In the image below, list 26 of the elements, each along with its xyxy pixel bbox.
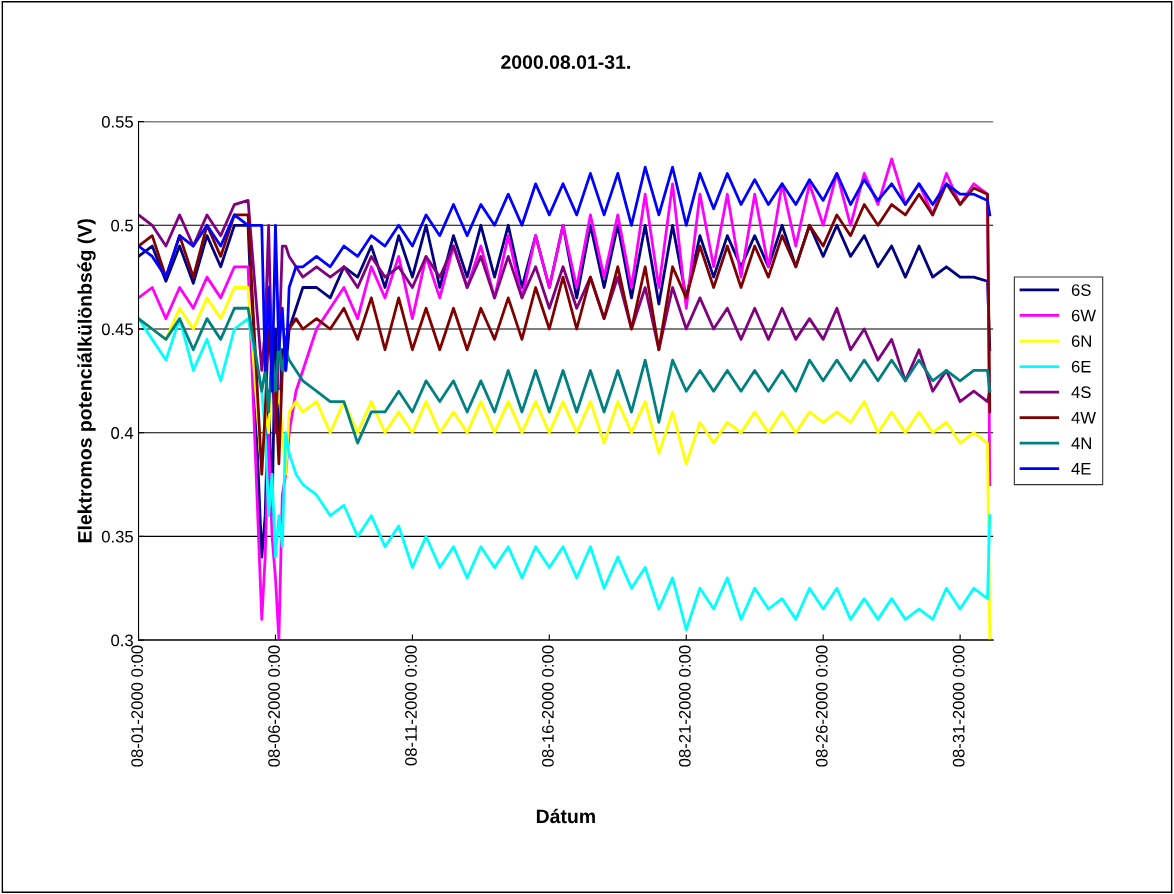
legend-label: 6N <box>1071 335 1091 348</box>
legend-label: 4N <box>1071 437 1091 449</box>
x-tick-label: 08-16-2000 0:00 <box>541 645 554 767</box>
y-tick-label: 0.5 <box>111 219 133 232</box>
y-tick-label: 0.4 <box>111 427 134 439</box>
x-tick-label: 08-21-2000 0:00 <box>678 645 691 767</box>
legend-label: 4E <box>1071 463 1091 475</box>
line-series <box>138 306 992 445</box>
y-tick-label: 0.45 <box>101 323 133 336</box>
x-axis-title: Dátum <box>536 808 595 824</box>
x-tick-label: 08-01-2000 0:00 <box>131 645 144 767</box>
legend-label: 4S <box>1071 386 1091 399</box>
y-tick-label: 0.35 <box>101 530 133 543</box>
y-axis-title: Elektromos potenciálkülönbség (V) <box>77 219 96 543</box>
y-tick-label: 0.55 <box>101 115 133 128</box>
line-series <box>138 165 992 393</box>
chart-title: 2000.08.01-31. <box>501 55 630 70</box>
x-tick-label: 08-06-2000 0:00 <box>268 645 280 767</box>
x-tick-label: 08-31-2000 0:00 <box>952 645 965 767</box>
y-tick-label: 0.3 <box>111 634 133 647</box>
x-tick-label: 08-26-2000 0:00 <box>815 645 828 767</box>
legend-label: 6W <box>1071 309 1096 322</box>
x-tick-label: 08-11-2000 0:00 <box>405 645 417 766</box>
legend-label: 4W <box>1071 411 1096 424</box>
legend-label: 6E <box>1071 360 1091 373</box>
legend-label: 6S <box>1071 284 1091 296</box>
